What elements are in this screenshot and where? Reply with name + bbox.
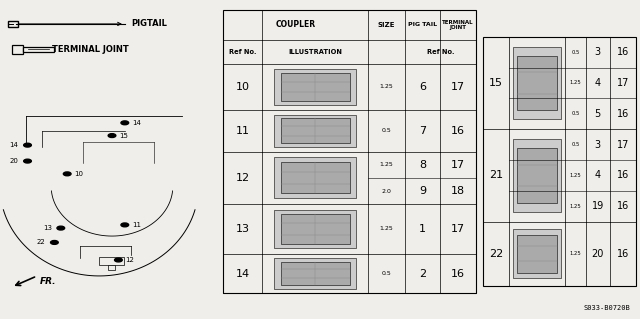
Text: 20: 20: [10, 158, 19, 164]
Circle shape: [57, 226, 65, 230]
Bar: [108, 265, 115, 270]
Text: PIGTAIL: PIGTAIL: [131, 19, 167, 28]
Text: 15: 15: [119, 133, 128, 138]
Text: 16: 16: [616, 201, 629, 211]
Bar: [280, 162, 350, 193]
Bar: [517, 148, 557, 203]
Bar: [274, 157, 356, 198]
Text: 14: 14: [10, 142, 19, 148]
Text: 19: 19: [591, 201, 604, 211]
Text: 14: 14: [236, 269, 250, 278]
Text: 16: 16: [616, 170, 629, 181]
Bar: [483, 37, 636, 286]
Circle shape: [108, 134, 116, 137]
Text: TERMINAL
JOINT: TERMINAL JOINT: [442, 19, 474, 30]
Text: 3: 3: [595, 47, 601, 57]
Text: 0.5: 0.5: [571, 111, 580, 116]
Text: 22: 22: [489, 249, 503, 259]
Text: PIG TAIL: PIG TAIL: [408, 22, 437, 27]
Circle shape: [121, 223, 129, 227]
Text: 11: 11: [236, 126, 250, 136]
Text: 13: 13: [236, 224, 250, 234]
Text: 1.25: 1.25: [380, 162, 394, 167]
Text: 1.25: 1.25: [570, 204, 581, 209]
Circle shape: [121, 121, 129, 125]
Text: ILLUSTRATION: ILLUSTRATION: [288, 49, 342, 55]
Text: SIZE: SIZE: [378, 22, 396, 28]
Text: 1.25: 1.25: [380, 226, 394, 231]
Text: 17: 17: [451, 160, 465, 170]
Text: 7: 7: [419, 126, 426, 136]
Bar: [274, 210, 356, 248]
Text: 17: 17: [451, 224, 465, 234]
Bar: [223, 10, 476, 293]
Circle shape: [51, 241, 58, 244]
Text: TERMINAL JOINT: TERMINAL JOINT: [52, 45, 129, 54]
Text: 1.25: 1.25: [380, 85, 394, 89]
Bar: [23, 47, 54, 52]
Bar: [274, 69, 356, 105]
Bar: [517, 56, 557, 110]
Text: 3: 3: [595, 140, 601, 150]
Text: 12: 12: [236, 173, 250, 183]
Text: 17: 17: [616, 140, 629, 150]
Text: 8: 8: [419, 160, 426, 170]
Text: 0.5: 0.5: [381, 271, 392, 276]
Text: 17: 17: [451, 82, 465, 92]
Circle shape: [63, 172, 71, 176]
Text: 1.25: 1.25: [570, 173, 581, 178]
Text: 0.5: 0.5: [381, 128, 392, 133]
Text: 1: 1: [419, 224, 426, 234]
Circle shape: [24, 143, 31, 147]
Bar: [513, 229, 561, 278]
Text: 0.5: 0.5: [571, 142, 580, 147]
Circle shape: [24, 159, 31, 163]
Bar: [280, 214, 350, 243]
Text: 16: 16: [616, 47, 629, 57]
Text: 0.5: 0.5: [571, 49, 580, 55]
Text: 10: 10: [236, 82, 250, 92]
Bar: [274, 115, 356, 147]
Text: S033-B0720B: S033-B0720B: [584, 305, 630, 311]
Text: 9: 9: [419, 186, 426, 196]
Bar: [8, 21, 18, 27]
Text: 22: 22: [36, 240, 45, 245]
Text: 1.25: 1.25: [570, 251, 581, 256]
Text: 4: 4: [595, 170, 601, 181]
Text: 14: 14: [132, 120, 141, 126]
Bar: [517, 235, 557, 272]
Text: 11: 11: [132, 222, 141, 228]
Text: 12: 12: [125, 257, 134, 263]
Text: FR.: FR.: [40, 277, 56, 286]
Bar: [513, 139, 561, 211]
Text: 2.0: 2.0: [381, 189, 392, 194]
Text: 1.25: 1.25: [570, 80, 581, 85]
Text: 13: 13: [43, 225, 52, 231]
Text: COUPLER: COUPLER: [275, 20, 316, 29]
Bar: [280, 262, 350, 286]
Bar: [513, 47, 561, 119]
Text: 6: 6: [419, 82, 426, 92]
Bar: [280, 73, 350, 100]
Bar: [280, 118, 350, 143]
Text: 2: 2: [419, 269, 426, 278]
Bar: [12, 45, 23, 54]
Text: 17: 17: [616, 78, 629, 88]
Bar: [99, 257, 124, 265]
Text: 10: 10: [74, 171, 83, 177]
Circle shape: [115, 258, 122, 262]
Text: 20: 20: [591, 249, 604, 259]
Text: 5: 5: [595, 109, 601, 119]
Text: 16: 16: [616, 249, 629, 259]
Text: Ref No.: Ref No.: [229, 49, 256, 55]
Text: 16: 16: [451, 126, 465, 136]
Text: 4: 4: [595, 78, 601, 88]
Text: 15: 15: [489, 78, 503, 88]
Text: 21: 21: [489, 170, 503, 181]
Text: 16: 16: [616, 109, 629, 119]
Text: 18: 18: [451, 186, 465, 196]
Text: Ref No.: Ref No.: [427, 49, 454, 55]
Bar: [274, 258, 356, 289]
Text: 16: 16: [451, 269, 465, 278]
